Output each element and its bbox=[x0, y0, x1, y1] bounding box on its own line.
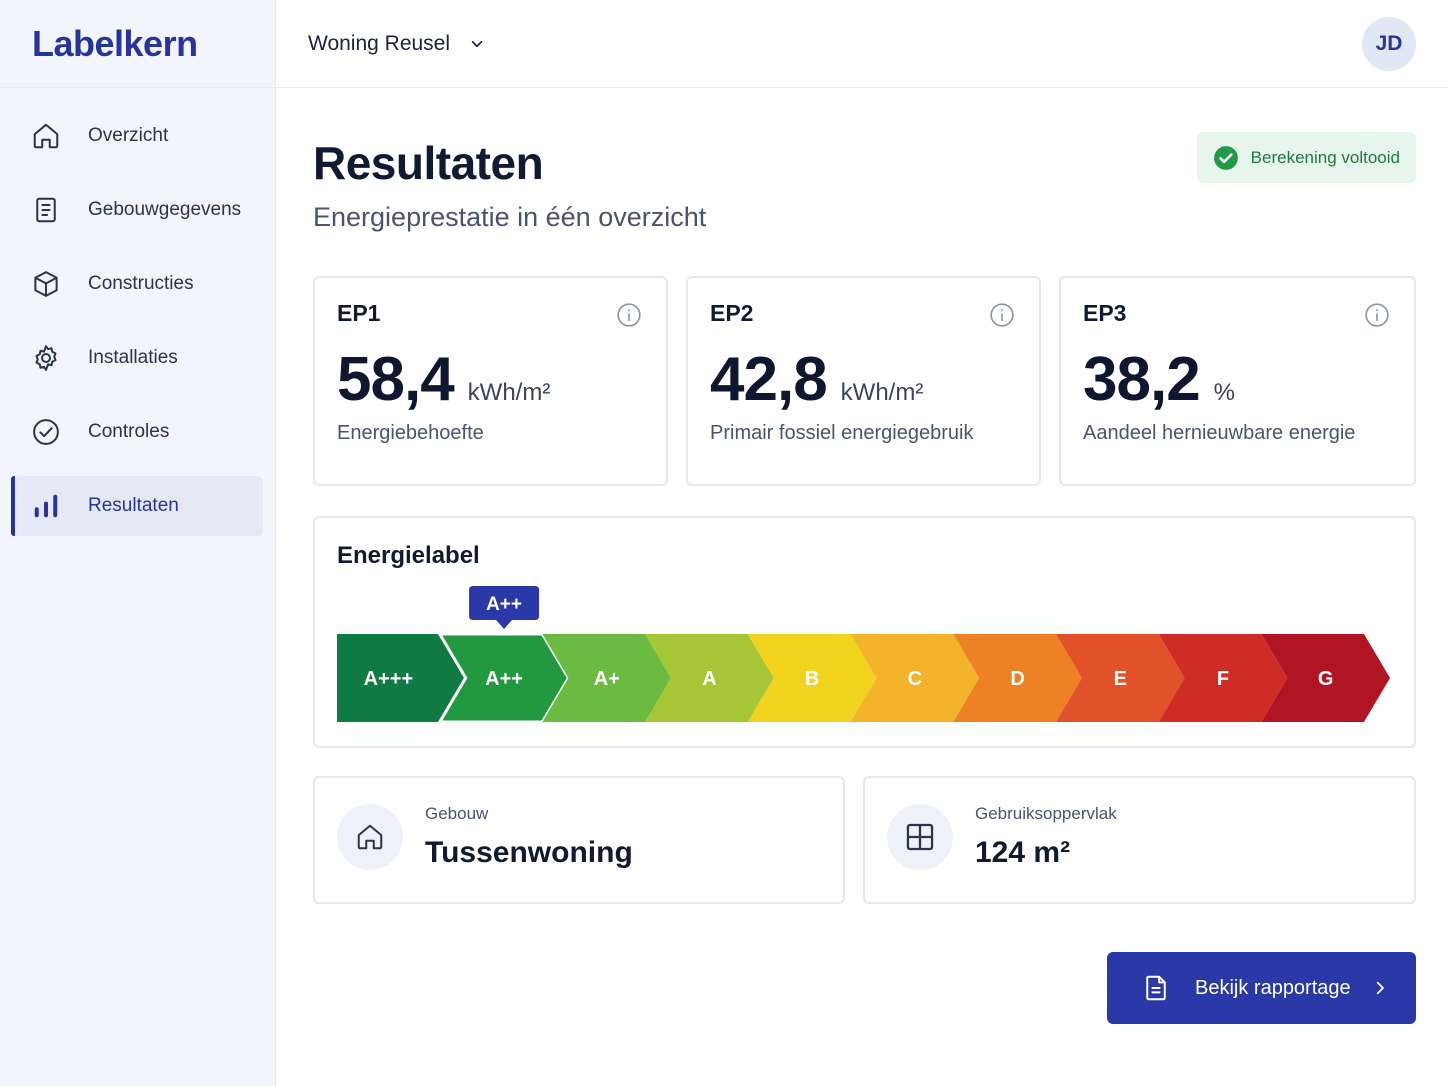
status-badge: Berekening voltooid bbox=[1196, 132, 1416, 183]
status-text: Berekening voltooid bbox=[1250, 147, 1400, 167]
sidebar-item-label: Resultaten bbox=[88, 495, 179, 516]
ep-description: Energiebehoefte bbox=[337, 422, 484, 444]
building-value: Tussenwoning bbox=[425, 836, 633, 869]
ep-unit: kWh/m² bbox=[467, 379, 551, 406]
chevron-right-icon bbox=[1371, 979, 1389, 997]
ep-value-row: 42,8 kWh/m² bbox=[710, 344, 923, 415]
sidebar-item-overzicht[interactable]: Overzicht bbox=[12, 106, 263, 166]
area-label: Gebruiksoppervlak bbox=[975, 804, 1117, 823]
label-segment-text: E bbox=[1114, 668, 1127, 690]
view-report-button[interactable]: Bekijk rapportage bbox=[1107, 952, 1416, 1024]
top-header: Woning Reusel JD bbox=[276, 0, 1448, 88]
app-logo[interactable]: Labelkern bbox=[32, 22, 198, 64]
ep-description: Aandeel hernieuwbare energie bbox=[1083, 422, 1356, 444]
label-segment-text: A++ bbox=[485, 668, 523, 690]
sidebar-item-constructies[interactable]: Constructies bbox=[12, 254, 263, 314]
label-segment-f[interactable] bbox=[1158, 634, 1288, 722]
energielabel-title: Energielabel bbox=[337, 542, 480, 569]
bar-chart-icon bbox=[30, 490, 62, 522]
ep-label: EP3 bbox=[1083, 300, 1127, 326]
info-icon[interactable] bbox=[616, 302, 642, 333]
info-icon[interactable] bbox=[989, 302, 1015, 333]
sidebar-item-controles[interactable]: Controles bbox=[12, 402, 263, 462]
ep-unit: kWh/m² bbox=[840, 379, 924, 406]
energy-label-scale: A+++ A++ A+ A B C D E F G A++ bbox=[337, 586, 1390, 724]
label-segment-text: D bbox=[1010, 668, 1024, 690]
floorplan-icon bbox=[887, 804, 953, 870]
home-icon bbox=[30, 120, 62, 152]
page-title: Resultaten bbox=[313, 137, 544, 189]
gear-icon bbox=[30, 342, 62, 374]
check-circle-icon bbox=[30, 416, 62, 448]
ep2-card: EP2 42,8 kWh/m² Primair fossiel energieg… bbox=[686, 276, 1041, 486]
building-label: Gebouw bbox=[425, 804, 489, 823]
document-icon bbox=[1141, 973, 1171, 1003]
label-segment-text: A+ bbox=[594, 668, 620, 690]
selected-label-marker: A++ bbox=[469, 586, 540, 629]
label-segment-d[interactable] bbox=[953, 634, 1082, 722]
logo-area: Labelkern bbox=[0, 0, 275, 88]
ep3-card: EP3 38,2 % Aandeel hernieuwbare energie bbox=[1059, 276, 1416, 486]
label-segment-e[interactable] bbox=[1055, 634, 1185, 722]
document-icon bbox=[30, 194, 62, 226]
label-segment-a[interactable] bbox=[645, 634, 774, 722]
sidebar-item-label: Overzicht bbox=[88, 125, 169, 146]
sidebar-item-label: Constructies bbox=[88, 273, 194, 294]
label-segment-text: A+++ bbox=[364, 668, 413, 690]
sidebar-item-installaties[interactable]: Installaties bbox=[12, 328, 263, 388]
ep-description: Primair fossiel energiegebruik bbox=[710, 422, 974, 444]
sidebar-nav: Overzicht Gebouwgegevens Constructies In… bbox=[0, 88, 275, 536]
label-segment-aplus[interactable] bbox=[542, 634, 672, 722]
project-name: Woning Reusel bbox=[308, 31, 451, 55]
sidebar: Labelkern Overzicht Gebouwgegevens Const… bbox=[0, 0, 276, 1086]
sidebar-item-label: Installaties bbox=[88, 347, 178, 368]
ep-label: EP2 bbox=[710, 300, 754, 326]
area-value: 124 m² bbox=[975, 836, 1071, 869]
ep-value: 38,2 bbox=[1083, 345, 1201, 414]
home-icon bbox=[337, 804, 403, 870]
ep-label: EP1 bbox=[337, 300, 381, 326]
page-subtitle: Energieprestatie in één overzicht bbox=[313, 202, 707, 232]
label-segment-text: C bbox=[908, 668, 922, 690]
label-segment-g[interactable] bbox=[1261, 634, 1390, 722]
ep1-card: EP1 58,4 kWh/m² Energiebehoefte bbox=[313, 276, 668, 486]
sidebar-item-gebouwgegevens[interactable]: Gebouwgegevens bbox=[12, 180, 263, 240]
label-segment-c[interactable] bbox=[850, 634, 980, 722]
label-segment-aplusplusplus[interactable] bbox=[337, 634, 466, 722]
ep-value-row: 38,2 % bbox=[1083, 344, 1235, 415]
label-segment-text: G bbox=[1318, 668, 1334, 690]
check-circle-icon bbox=[1213, 145, 1239, 171]
chevron-down-icon bbox=[468, 35, 486, 53]
info-icon[interactable] bbox=[1364, 302, 1390, 333]
ep-value-row: 58,4 kWh/m² bbox=[337, 344, 550, 415]
label-segment-text: A bbox=[702, 668, 716, 690]
project-selector[interactable]: Woning Reusel bbox=[308, 32, 486, 56]
sidebar-item-resultaten[interactable]: Resultaten bbox=[11, 476, 263, 536]
ep-unit: % bbox=[1213, 379, 1236, 406]
label-segment-text: F bbox=[1217, 668, 1229, 690]
building-card: Gebouw Tussenwoning bbox=[313, 776, 845, 904]
area-card: Gebruiksoppervlak 124 m² bbox=[863, 776, 1416, 904]
cube-icon bbox=[30, 268, 62, 300]
ep-cards: EP1 58,4 kWh/m² Energiebehoefte EP2 42,8… bbox=[313, 276, 1416, 486]
sidebar-item-label: Gebouwgegevens bbox=[88, 199, 242, 220]
avatar[interactable]: JD bbox=[1362, 17, 1416, 71]
ep-value: 58,4 bbox=[337, 345, 455, 414]
ep-value: 42,8 bbox=[710, 345, 828, 414]
sidebar-item-label: Controles bbox=[88, 421, 170, 442]
label-segment-b[interactable] bbox=[747, 634, 877, 722]
energielabel-card: Energielabel A+++ A++ A+ A B C D E F G A++ bbox=[313, 516, 1416, 748]
selected-label-text: A++ bbox=[486, 594, 522, 615]
view-report-label: Bekijk rapportage bbox=[1195, 976, 1351, 999]
label-segment-text: B bbox=[805, 668, 819, 690]
